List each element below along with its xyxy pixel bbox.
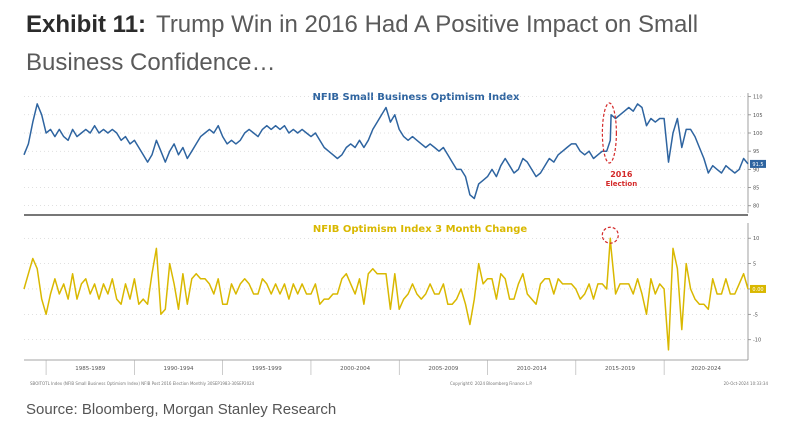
top-chart-title: NFIB Small Business Optimism Index <box>313 92 520 103</box>
exhibit-label: Exhibit 11: <box>26 11 147 38</box>
exhibit-title: Trump Win in 2016 Had A Positive Impact … <box>26 11 699 76</box>
bottom-chart-title: NFIB Optimism Index 3 Month Change <box>313 224 528 235</box>
top-y-tick-label: 95 <box>753 149 759 155</box>
page-title: Exhibit 11: Trump Win in 2016 Had A Posit… <box>26 6 776 82</box>
bottom-y-tick-label: -5 <box>753 312 758 318</box>
election-spike-circle <box>601 226 619 244</box>
x-axis-tick-label: 2015-2019 <box>605 366 635 372</box>
top-y-tick-label: 90 <box>753 167 759 173</box>
x-axis-tick-label: 1990-1994 <box>164 366 194 372</box>
chart-footnote-right: 20-Oct-2024 10:33:34 <box>724 381 769 386</box>
bottom-chart-area: -10-505100.00 <box>23 223 766 360</box>
bottom-last-value-label: 0.00 <box>752 287 763 293</box>
x-axis: 1985-1989 1990-1994 1995-1999 2000-2004 2005… <box>24 359 748 375</box>
bottom-series-line <box>23 237 749 351</box>
top-last-value-label: 91.5 <box>752 162 763 168</box>
x-axis-tick-label: 2005-2009 <box>428 366 458 372</box>
top-last-value-badge <box>750 159 766 168</box>
top-y-tick-label: 80 <box>753 204 759 210</box>
top-y-tick-label: 110 <box>753 95 763 101</box>
x-axis-tick-label: 1995-1999 <box>252 366 282 372</box>
top-y-tick-label: 100 <box>753 131 763 137</box>
x-axis-tick-label: 2010-2014 <box>517 366 547 372</box>
x-axis-tick-label: 2020-2024 <box>691 366 721 372</box>
chart-footnote-left: SBOITOTL Index (NFIB Small Business Opti… <box>30 381 255 386</box>
bottom-y-tick-label: 10 <box>753 236 759 242</box>
x-axis-tick-label: 1985-1989 <box>75 366 105 372</box>
top-series-line <box>23 103 749 200</box>
election-label-year: 2016 <box>610 170 633 179</box>
top-y-tick-label: 85 <box>753 186 759 192</box>
x-axis-tick-label: 2000-2004 <box>340 366 370 372</box>
bottom-y-tick-label: 5 <box>753 262 756 268</box>
election-label-text: Election <box>606 180 638 188</box>
source-note: Source: Bloomberg, Morgan Stanley Resear… <box>26 401 337 418</box>
bottom-y-tick-label: -10 <box>753 338 761 344</box>
chart-figure: NFIB Small Business Optimism Index NFIB … <box>23 92 769 386</box>
bottom-last-value-badge <box>750 284 766 293</box>
chart-footnote-center: Copyright© 2024 Bloomberg Finance L.P. <box>450 381 532 386</box>
election-highlight-ellipse <box>601 102 617 164</box>
top-y-tick-label: 105 <box>753 113 763 119</box>
